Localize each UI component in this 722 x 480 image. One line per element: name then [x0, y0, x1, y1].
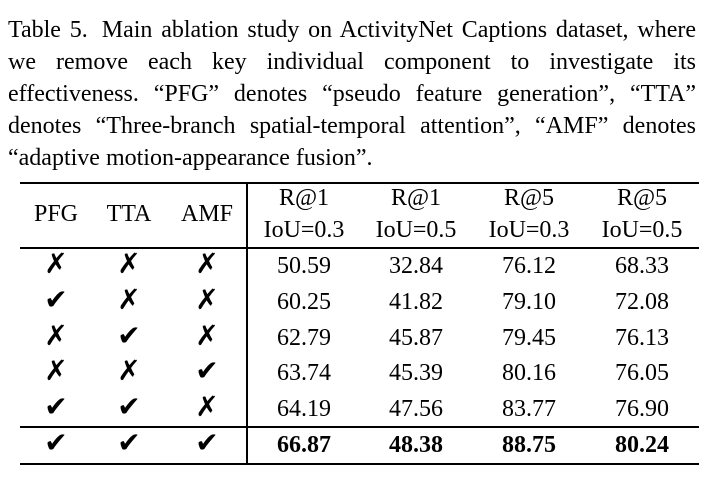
component-header: PFG [33, 201, 79, 227]
metric-value: 41.82 [389, 289, 443, 315]
metric-value: 47.56 [389, 396, 443, 422]
component-mark: ✔ [44, 283, 68, 316]
component-mark: ✗ [117, 354, 141, 387]
metric-value: 50.59 [277, 253, 331, 279]
metric-header: R@5 [616, 185, 668, 211]
header-rule [20, 247, 699, 249]
component-mark: ✗ [44, 354, 68, 387]
metric-value: 63.74 [277, 360, 331, 386]
metric-value: 80.16 [502, 360, 556, 386]
metric-value: 45.39 [389, 360, 443, 386]
metric-value: 64.19 [277, 396, 331, 422]
component-header: TTA [106, 201, 152, 227]
column-divider [246, 182, 248, 465]
metric-value: 68.33 [615, 253, 669, 279]
component-mark: ✗ [195, 283, 219, 316]
metric-header: R@5 [503, 185, 555, 211]
component-mark: ✔ [117, 390, 141, 423]
component-mark: ✔ [195, 426, 219, 459]
metric-value: 32.84 [389, 253, 443, 279]
component-mark: ✔ [117, 426, 141, 459]
component-mark: ✔ [44, 426, 68, 459]
metric-value: 76.12 [502, 253, 556, 279]
metric-value: 60.25 [277, 289, 331, 315]
metric-value: 76.13 [615, 325, 669, 351]
metric-value: 88.75 [502, 432, 556, 458]
component-mark: ✔ [44, 390, 68, 423]
metric-value: 76.90 [615, 396, 669, 422]
component-mark: ✗ [117, 247, 141, 280]
component-mark: ✗ [195, 390, 219, 423]
metric-value: 48.38 [389, 432, 443, 458]
caption-label: Table 5. [8, 17, 88, 43]
component-mark: ✗ [195, 319, 219, 352]
metric-header: IoU=0.3 [488, 217, 570, 243]
metric-header: IoU=0.5 [601, 217, 683, 243]
component-mark: ✔ [195, 354, 219, 387]
metric-header: IoU=0.3 [263, 217, 345, 243]
component-mark: ✗ [44, 319, 68, 352]
metric-header: R@1 [390, 185, 442, 211]
metric-value: 83.77 [502, 396, 556, 422]
metric-header: IoU=0.5 [375, 217, 457, 243]
bottom-rule [20, 463, 699, 465]
component-mark: ✗ [117, 283, 141, 316]
metric-value: 79.10 [502, 289, 556, 315]
metric-value: 45.87 [389, 325, 443, 351]
top-rule [20, 182, 699, 184]
metric-value: 72.08 [615, 289, 669, 315]
caption: Table 5. Main ablation study on ActivityN… [8, 14, 696, 174]
metric-header: R@1 [278, 185, 330, 211]
component-mark: ✔ [117, 319, 141, 352]
component-mark: ✗ [44, 247, 68, 280]
metric-value: 66.87 [277, 432, 331, 458]
best-rule [20, 426, 699, 428]
caption-text: Main ablation study on ActivityNet Capti… [8, 17, 696, 171]
metric-value: 62.79 [277, 325, 331, 351]
metric-value: 76.05 [615, 360, 669, 386]
metric-value: 80.24 [615, 432, 669, 458]
metric-value: 79.45 [502, 325, 556, 351]
component-header: AMF [180, 201, 234, 227]
component-mark: ✗ [195, 247, 219, 280]
